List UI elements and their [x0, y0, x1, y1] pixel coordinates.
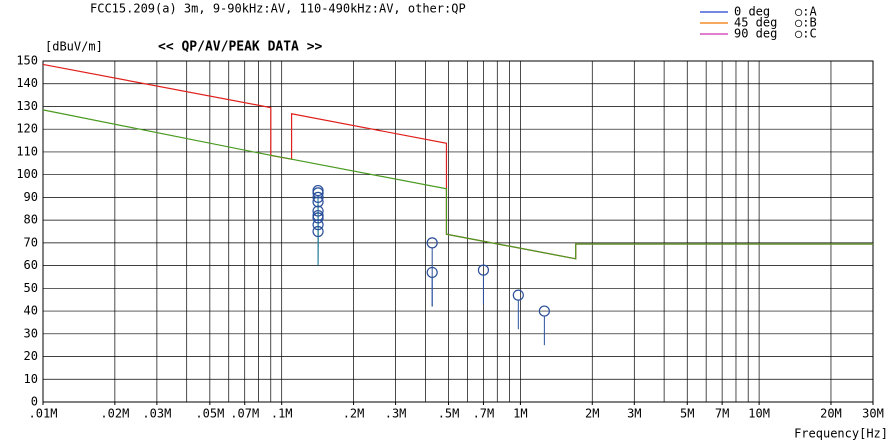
- y-tick-label: 120: [16, 122, 38, 136]
- y-tick-label: 10: [24, 372, 38, 386]
- data-point: [312, 205, 324, 217]
- x-tick-label: .1M: [271, 407, 293, 421]
- x-tick-label: .01M: [29, 407, 58, 421]
- y-tick-label: 70: [24, 235, 38, 249]
- x-tick-label: 3M: [627, 407, 641, 421]
- legend-marker: ○:C: [795, 27, 817, 41]
- x-tick-label: .2M: [343, 407, 365, 421]
- data-point: [312, 219, 324, 231]
- data-point: [312, 225, 324, 238]
- legend-marker: ○:B: [795, 16, 817, 30]
- y-tick-label: 20: [24, 349, 38, 363]
- legend-label: 0 deg: [734, 5, 770, 19]
- x-tick-label: .03M: [142, 407, 171, 421]
- legend-label: 90 deg: [734, 27, 777, 41]
- x-axis-label: Frequency[Hz]: [794, 427, 888, 441]
- y-tick-label: 130: [16, 99, 38, 113]
- limit-line: [42, 109, 873, 260]
- y-tick-label: 50: [24, 281, 38, 295]
- data-point: [538, 305, 550, 317]
- data-point: [312, 196, 324, 208]
- x-tick-label: 1M: [513, 407, 527, 421]
- header: FCC15.209(a) 3m, 9-90kHz:AV, 110-490kHz:…: [90, 2, 466, 16]
- x-tick-label: .05M: [195, 407, 224, 421]
- data-point: [312, 212, 324, 224]
- y-tick-label: 150: [16, 54, 38, 68]
- data-point: [512, 289, 524, 301]
- y-tick-label: 40: [24, 304, 38, 318]
- x-tick-label: .02M: [100, 407, 129, 421]
- y-tick-label: 100: [16, 167, 38, 181]
- x-tick-label: .07M: [230, 407, 259, 421]
- y-tick-label: 0: [31, 395, 38, 409]
- x-tick-label: .5M: [438, 407, 460, 421]
- y-tick-label: 60: [24, 258, 38, 272]
- legend-marker: ○:A: [795, 5, 817, 19]
- data-point: [426, 237, 438, 249]
- legend-label: 45 deg: [734, 16, 777, 30]
- y-axis-label: [dBuV/m]: [45, 40, 103, 54]
- data-point: [477, 264, 490, 276]
- chart-title: << QP/AV/PEAK DATA >>: [158, 40, 323, 55]
- y-tick-label: 90: [24, 190, 38, 204]
- y-tick-label: 140: [16, 76, 38, 90]
- x-tick-label: 30M: [862, 407, 884, 421]
- x-tick-label: 20M: [820, 407, 842, 421]
- y-tick-label: 110: [16, 144, 38, 158]
- data-point: [312, 191, 324, 203]
- x-tick-label: 7M: [715, 407, 729, 421]
- data-point: [426, 266, 438, 279]
- data-point: [312, 187, 324, 199]
- x-tick-label: 5M: [680, 407, 694, 421]
- y-tick-label: 80: [24, 213, 38, 227]
- y-tick-label: 30: [24, 326, 38, 340]
- x-tick-label: .3M: [385, 407, 407, 421]
- x-tick-label: .7M: [473, 407, 495, 421]
- x-tick-label: 2M: [585, 407, 599, 421]
- x-tick-label: 10M: [748, 407, 770, 421]
